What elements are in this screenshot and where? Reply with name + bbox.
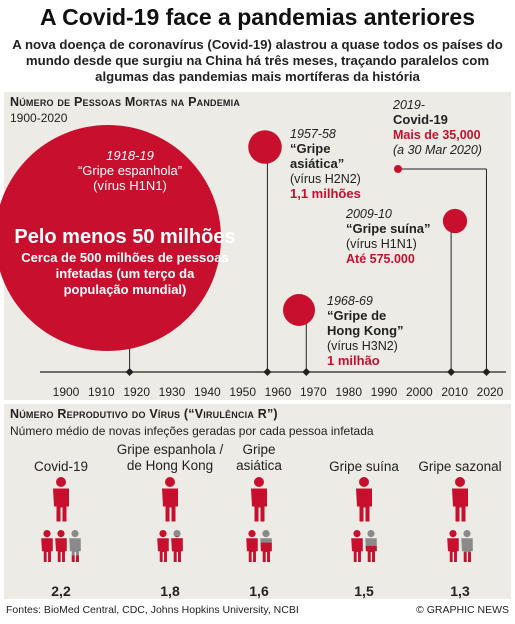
year-tick-label: 1970 [300,385,327,399]
death-bubble [394,165,402,173]
r-value-label: 2,2 [51,583,71,599]
death-bubble [283,294,315,326]
pandemic-period: 2019- [392,98,425,112]
deaths-section-title: Número de Pessoas Mortas na Pandemia [10,95,241,109]
offspring-person-icon [365,530,377,563]
r-chart: Covid-19 2,2 Gripe espanhola /de Hong Kong… [34,442,502,599]
year-tick-label: 2020 [477,385,504,399]
pandemic-name: Hong Kong” [327,323,404,338]
r-group-label: Gripe espanhola / [117,442,224,457]
deaths-label: Pelo menos 50 milhões [14,226,235,248]
offspring-person-icon [447,530,459,563]
offspring-person-icon [157,530,169,563]
year-tick-label: 1920 [123,385,150,399]
pandemic-name: asiática” [290,156,344,171]
parent-person-icon [162,477,178,522]
r-value-label: 1,6 [249,583,269,599]
deaths-label: Mais de 35,000 [393,128,481,142]
pandemic-virus: (vírus H3N2) [327,339,398,353]
offspring-person-icon [41,530,53,563]
pandemic-name: Covid-19 [393,112,448,127]
parent-person-icon [356,477,372,522]
pandemic-note: Cerca de 500 milhões de pessoas infetadas… [21,250,228,297]
axis-diamond-marker [482,368,491,376]
r-group-label: de Hong Kong [127,458,213,473]
credit-text: © GRAPHIC NEWS [416,604,509,616]
r-group-label: Gripe suína [329,459,399,474]
r-group-label: Covid-19 [34,459,88,474]
axis-diamond-marker [125,368,134,376]
offspring-person-icon [69,530,81,563]
death-bubble [0,125,221,351]
parent-person-icon [251,477,267,522]
year-tick-label: 2010 [441,385,468,399]
pandemic-virus: (vírus H2N2) [290,172,361,186]
r-group-label: Gripe sazonal [418,459,501,474]
axis-diamond-marker [302,368,311,376]
r-value-label: 1,5 [354,583,374,599]
pandemic-virus: (vírus H1N1) [93,178,167,193]
r-section-subtitle: Número médio de novas infeções geradas p… [10,424,374,438]
r-value-label: 1,3 [450,583,470,599]
year-tick-label: 1900 [53,385,80,399]
pandemic-date-note: (a 30 Mar 2020) [393,143,482,157]
offspring-person-icon [260,530,272,563]
deaths-section-period: 1900-2020 [10,111,68,125]
death-bubble [442,208,468,234]
page-subtitle: A nova doença de coronavírus (Covid-19) … [12,37,503,84]
year-tick-label: 1910 [88,385,115,399]
year-tick-label: 1950 [229,385,256,399]
sources-text: Fontes: BioMed Central, CDC, Johns Hopki… [6,604,299,616]
offspring-person-icon [171,530,183,563]
deaths-label: 1 milhão [327,353,380,368]
r-section-title: Número Reprodutivo do Vírus (“Virulência… [10,407,278,421]
deaths-label: Até 575.000 [346,252,415,266]
year-tick-label: 1940 [194,385,221,399]
axis-diamond-marker [447,368,456,376]
offspring-person-icon [246,530,258,563]
axis-diamond-marker [263,368,272,376]
year-tick-label: 1990 [371,385,398,399]
pandemic-period: 1957-58 [290,127,336,141]
pandemic-virus: (vírus H1N1) [346,237,417,251]
page-title: A Covid-19 face a pandemias anteriores [39,4,476,30]
pandemic-period: 1918-19 [106,148,154,163]
pandemic-name: “Gripe [290,141,330,156]
death-bubble [248,130,282,164]
deaths-label: 1,1 milhões [290,186,361,201]
offspring-person-icon [351,530,363,563]
pandemic-period: 1968-69 [327,294,373,308]
offspring-person-icon [55,530,67,563]
offspring-person-icon [461,530,473,563]
parent-person-icon [452,477,468,522]
pandemic-period: 2009-10 [345,207,392,221]
r-group-label: asiática [236,458,282,473]
r-group-label: Gripe [242,442,275,457]
year-tick-label: 2000 [406,385,433,399]
r-value-label: 1,8 [160,583,180,599]
pandemic-name: “Gripe de [327,308,386,323]
year-tick-label: 1930 [159,385,186,399]
parent-person-icon [53,477,69,522]
year-tick-label: 1980 [335,385,362,399]
pandemic-name: “Gripe espanhola” [78,163,182,178]
deaths-chart: 1900 1910 1920 1930 1940 1950 1960 1970 1980 1990… [0,98,506,399]
year-tick-label: 1960 [265,385,292,399]
pandemic-name: “Gripe suína” [346,221,431,236]
